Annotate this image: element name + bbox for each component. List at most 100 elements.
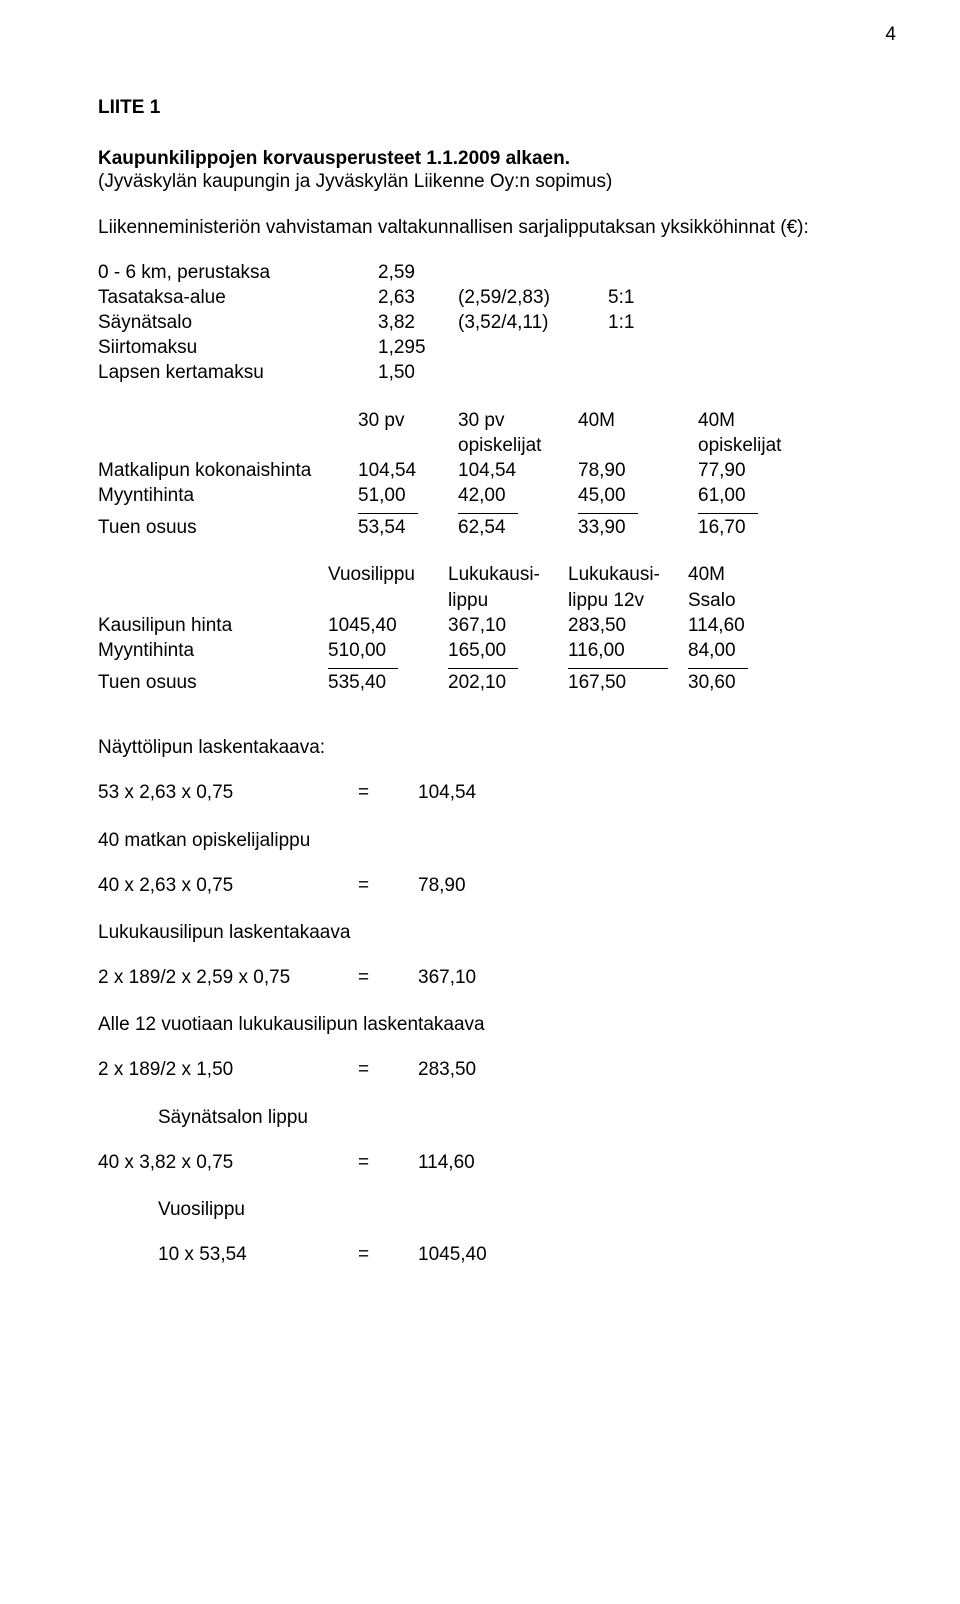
- row-label: Myyntihinta: [98, 484, 358, 509]
- rate-ratio: [608, 261, 882, 286]
- calc-subheading: Vuosilippu: [98, 1198, 882, 1221]
- col-subheader: opiskelijat: [458, 434, 578, 459]
- equals: =: [358, 1058, 418, 1083]
- intro-text: Liikenneministeriön vahvistaman valtakun…: [98, 216, 882, 239]
- col-header: 30 pv: [358, 409, 458, 434]
- calc-subheading: 40 matkan opiskelijalippu: [98, 829, 882, 852]
- calc-subheading: Lukukausilipun laskentakaava: [98, 921, 882, 944]
- rate-note: [458, 261, 608, 286]
- calc-line: 2 x 189/2 x 1,50 = 283,50: [98, 1058, 882, 1083]
- calc-line: 10 x 53,54 = 1045,40: [98, 1243, 882, 1268]
- calc-result: 104,54: [418, 781, 882, 806]
- col-header: Lukukausi-: [448, 563, 568, 588]
- cell: 62,54: [458, 516, 578, 541]
- rule: [458, 513, 518, 514]
- cell: 84,00: [688, 639, 882, 664]
- rate-value: 1,50: [378, 361, 458, 386]
- calc-expr: 40 x 2,63 x 0,75: [98, 874, 358, 899]
- cell: 104,54: [458, 459, 578, 484]
- calc-heading: Näyttölipun laskentakaava:: [98, 736, 882, 759]
- cell: 53,54: [358, 516, 458, 541]
- col-subheader: opiskelijat: [698, 434, 882, 459]
- heading: LIITE 1: [98, 96, 882, 119]
- col-subheader: Ssalo: [688, 589, 882, 614]
- rule: [698, 513, 758, 514]
- calc-result: 1045,40: [418, 1243, 882, 1268]
- row-label: Myyntihinta: [98, 639, 328, 664]
- cell: 167,50: [568, 671, 688, 696]
- cell: 367,10: [448, 614, 568, 639]
- calc-result: 78,90: [418, 874, 882, 899]
- equals: =: [358, 781, 418, 806]
- calc-line: 40 x 2,63 x 0,75 = 78,90: [98, 874, 882, 899]
- subtitle: (Jyväskylän kaupungin ja Jyväskylän Liik…: [98, 170, 882, 193]
- calc-line: 53 x 2,63 x 0,75 = 104,54: [98, 781, 882, 806]
- cell: 510,00: [328, 639, 448, 664]
- calc-subheading: Säynätsalon lippu: [98, 1106, 882, 1129]
- cell: 114,60: [688, 614, 882, 639]
- rule: [328, 668, 398, 669]
- calc-result: 114,60: [418, 1151, 882, 1176]
- rate-value: 2,59: [378, 261, 458, 286]
- rule: [688, 668, 748, 669]
- rate-label: 0 - 6 km, perustaksa: [98, 261, 378, 286]
- rate-value: 1,295: [378, 336, 458, 361]
- calc-line: 2 x 189/2 x 2,59 x 0,75 = 367,10: [98, 966, 882, 991]
- rate-label: Siirtomaksu: [98, 336, 378, 361]
- calc-expr: 2 x 189/2 x 1,50: [98, 1058, 358, 1083]
- equals: =: [358, 1243, 418, 1268]
- equals: =: [358, 874, 418, 899]
- calc-expr: 40 x 3,82 x 0,75: [98, 1151, 358, 1176]
- table-1: 30 pv 30 pv 40M 40M opiskelijat opiskeli…: [98, 409, 882, 542]
- rate-value: 2,63: [378, 286, 458, 311]
- rate-note: (3,52/4,11): [458, 311, 608, 336]
- cell: 165,00: [448, 639, 568, 664]
- cell: 78,90: [578, 459, 698, 484]
- cell: 104,54: [358, 459, 458, 484]
- document-body: LIITE 1 Kaupunkilippojen korvausperustee…: [0, 0, 960, 1268]
- cell: 202,10: [448, 671, 568, 696]
- cell: 51,00: [358, 484, 458, 509]
- rate-label: Tasataksa-alue: [98, 286, 378, 311]
- cell: 116,00: [568, 639, 688, 664]
- col-header: 40M: [688, 563, 882, 588]
- page-number: 4: [885, 24, 896, 46]
- cell: 61,00: [698, 484, 882, 509]
- cell: 42,00: [458, 484, 578, 509]
- table-2: Vuosilippu Lukukausi- Lukukausi- 40M lip…: [98, 563, 882, 696]
- rule: [358, 513, 418, 514]
- equals: =: [358, 1151, 418, 1176]
- row-label: Kausilipun hinta: [98, 614, 328, 639]
- rule: [448, 668, 518, 669]
- cell: 30,60: [688, 671, 882, 696]
- cell: 1045,40: [328, 614, 448, 639]
- row-label: Tuen osuus: [98, 671, 328, 696]
- col-header: Vuosilippu: [328, 563, 448, 588]
- rate-ratio: 5:1: [608, 286, 882, 311]
- calc-result: 283,50: [418, 1058, 882, 1083]
- cell: 77,90: [698, 459, 882, 484]
- calc-result: 367,10: [418, 966, 882, 991]
- col-header: Lukukausi-: [568, 563, 688, 588]
- equals: =: [358, 966, 418, 991]
- rule: [578, 513, 638, 514]
- cell: 535,40: [328, 671, 448, 696]
- calc-expr: 53 x 2,63 x 0,75: [98, 781, 358, 806]
- cell: 33,90: [578, 516, 698, 541]
- calc-expr: 2 x 189/2 x 2,59 x 0,75: [98, 966, 358, 991]
- col-subheader: lippu 12v: [568, 589, 688, 614]
- rate-value: 3,82: [378, 311, 458, 336]
- rate-label: Säynätsalo: [98, 311, 378, 336]
- rates-table: 0 - 6 km, perustaksa 2,59 Tasataksa-alue…: [98, 261, 882, 387]
- col-header: 40M: [698, 409, 882, 434]
- title: Kaupunkilippojen korvausperusteet 1.1.20…: [98, 147, 882, 170]
- col-subheader: lippu: [448, 589, 568, 614]
- rate-note: (2,59/2,83): [458, 286, 608, 311]
- rate-label: Lapsen kertamaksu: [98, 361, 378, 386]
- cell: 16,70: [698, 516, 882, 541]
- rate-ratio: 1:1: [608, 311, 882, 336]
- cell: 283,50: [568, 614, 688, 639]
- row-label: Tuen osuus: [98, 516, 358, 541]
- rule: [568, 668, 668, 669]
- calc-line: 40 x 3,82 x 0,75 = 114,60: [98, 1151, 882, 1176]
